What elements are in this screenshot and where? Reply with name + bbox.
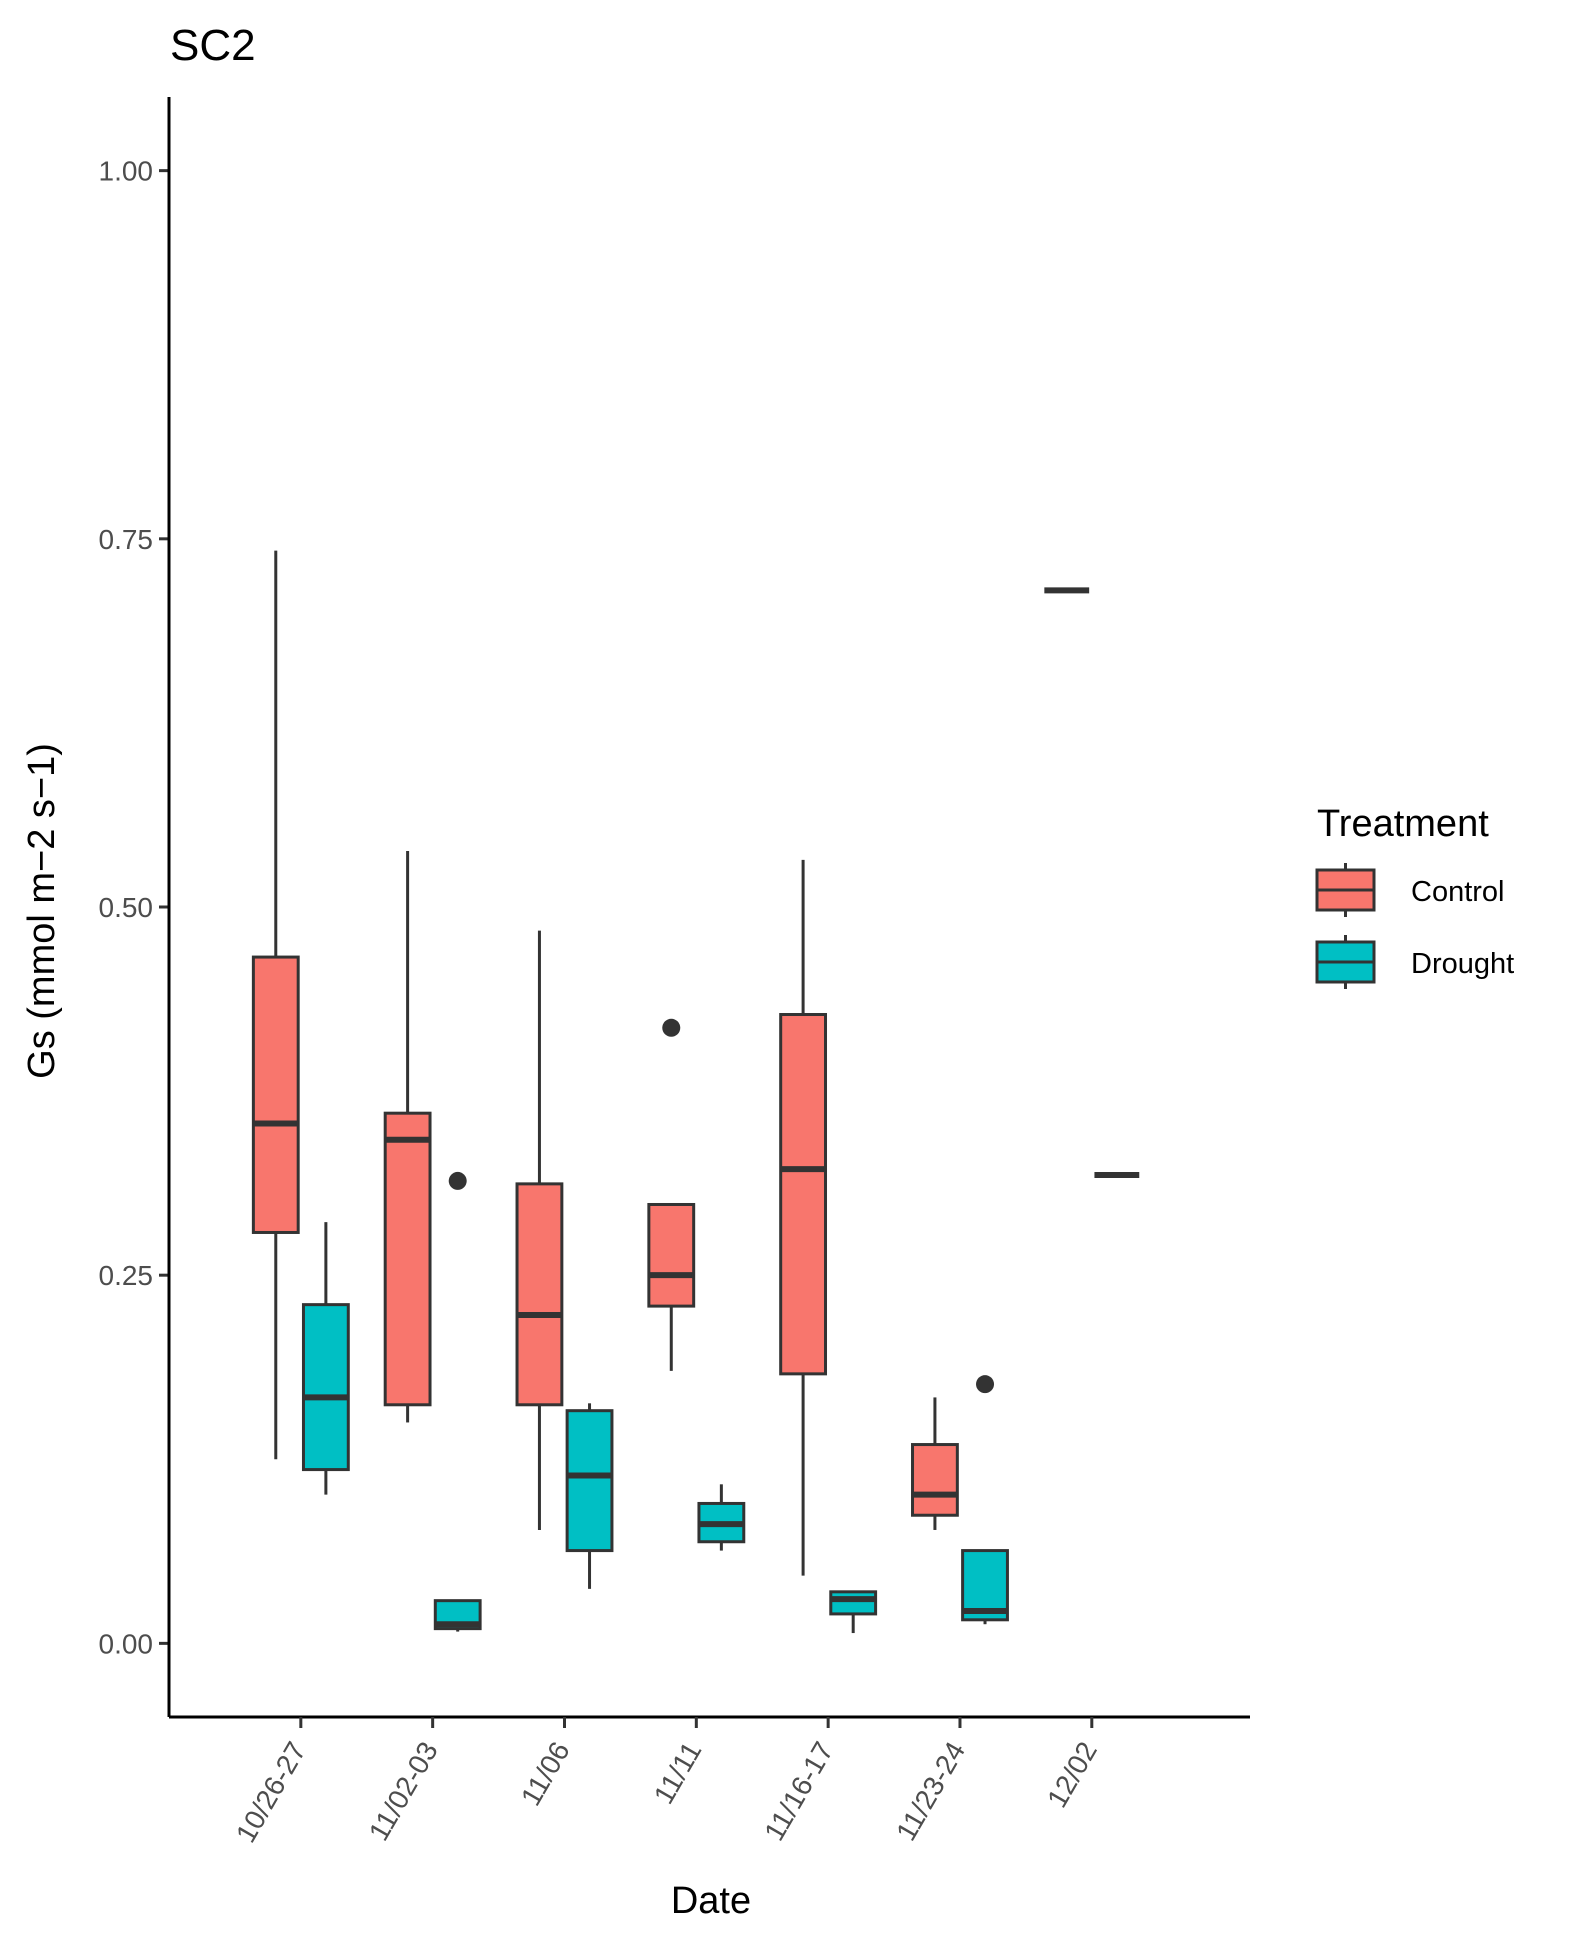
- y-tick-label: 0.00: [99, 1628, 154, 1659]
- y-tick-label: 0.25: [99, 1260, 154, 1291]
- control-box-body: [251, 955, 300, 1234]
- drought-outlier-point: [976, 1375, 995, 1394]
- drought-box-body: [301, 1303, 350, 1472]
- control-box-body: [515, 1182, 564, 1407]
- drought-box-body: [829, 1590, 878, 1616]
- x-tick-label: 11/16-17: [758, 1737, 839, 1846]
- chart-title: SC2: [170, 21, 256, 70]
- drought-box-11-11: [697, 1484, 746, 1551]
- legend-item-drought: Drought: [1315, 935, 1514, 989]
- control-box-body: [647, 1202, 696, 1308]
- drought-outlier-point: [448, 1171, 467, 1190]
- x-tick-label: 10/26-27: [230, 1737, 312, 1848]
- control-box-11-11: [647, 1018, 696, 1371]
- control-box-11-23-24: [911, 1397, 959, 1530]
- x-axis-ticks: 10/26-27 11/02-03 11/06 11/11 11/16-17 11/23-…: [230, 1717, 1103, 1848]
- x-tick-label: 11/11: [648, 1737, 708, 1810]
- control-box-body: [779, 1013, 828, 1376]
- control-box-body: [911, 1443, 959, 1517]
- control-outlier-point: [662, 1018, 681, 1037]
- x-tick-label: 11/23-24: [890, 1737, 971, 1846]
- control-box-11-02-03: [383, 851, 432, 1423]
- y-axis-title: Gs (mmol m−2 s−1): [21, 743, 63, 1079]
- legend-item-control: Control: [1315, 863, 1505, 917]
- drought-box-11-06: [565, 1403, 614, 1589]
- x-tick-label: 11/02-03: [363, 1737, 444, 1846]
- y-tick-label: 0.75: [99, 524, 154, 555]
- x-axis-title: Date: [671, 1880, 751, 1922]
- y-axis-ticks: 0.00 0.25 0.50 0.75 1.00: [99, 156, 169, 1659]
- control-box-body: [383, 1111, 432, 1407]
- drought-box-11-23-24: [961, 1375, 1009, 1625]
- control-box-11-06: [515, 930, 564, 1530]
- legend: Treatment Control Drought: [1315, 803, 1514, 989]
- drought-box-10-26-27: [301, 1222, 350, 1495]
- y-tick-label: 0.50: [99, 892, 154, 923]
- y-tick-label: 1.00: [99, 156, 154, 187]
- x-tick-label: 12/02: [1041, 1737, 1103, 1813]
- legend-title: Treatment: [1317, 803, 1489, 845]
- drought-box-11-02-03: [433, 1171, 482, 1632]
- legend-label: Drought: [1411, 948, 1514, 980]
- drought-box-body: [565, 1409, 614, 1553]
- control-box-10-26-27: [251, 550, 300, 1460]
- legend-label: Control: [1411, 876, 1505, 908]
- control-box-11-16-17: [779, 859, 828, 1576]
- box-series: [251, 550, 1140, 1634]
- drought-box-11-16-17: [829, 1590, 878, 1634]
- x-tick-label: 11/06: [515, 1737, 576, 1811]
